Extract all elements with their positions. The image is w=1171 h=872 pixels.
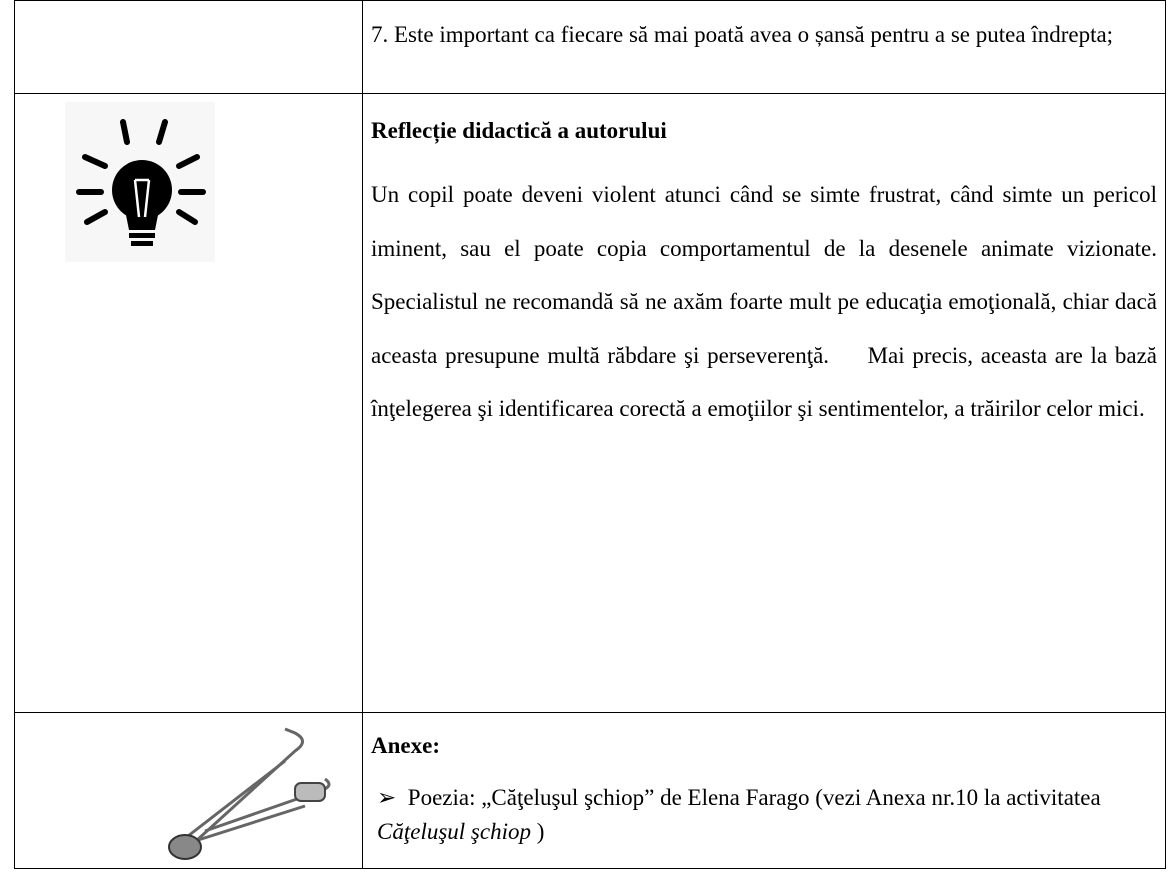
icon-cell [14, 0, 363, 94]
paragraph: 7. Este important ca fiecare să mai poat… [371, 22, 1114, 47]
item-end: ) [530, 819, 545, 844]
document-table: 7. Este important ca fiecare să mai poat… [14, 0, 1166, 869]
icon-cell [14, 712, 363, 869]
text-cell: 7. Este important ca fiecare să mai poat… [362, 0, 1166, 94]
paragraph: Un copil poate deveni violent atunci cân… [371, 182, 1163, 421]
safety-pin-icon [168, 727, 331, 860]
list-item: ➢ Poezia: „Căţeluşul şchiop” de Elena Fa… [371, 781, 1157, 849]
lightbulb-icon [65, 102, 215, 262]
item-italic: Căţeluşul şchiop [377, 819, 531, 844]
icon-cell [14, 93, 363, 713]
row: Reflecție didactică a autorului Un copil… [14, 93, 1166, 713]
item-text: Poezia: „Căţeluşul şchiop” de Elena Fara… [407, 785, 1101, 810]
heading: Anexe: [371, 733, 440, 758]
heading: Reflecție didactică a autorului [371, 118, 667, 143]
text-cell: Anexe: ➢ Poezia: „Căţeluşul şchiop” de E… [362, 712, 1166, 869]
bullet: ➢ [377, 785, 397, 810]
row: 7. Este important ca fiecare să mai poat… [14, 0, 1166, 94]
text-cell: Reflecție didactică a autorului Un copil… [362, 93, 1166, 713]
row: Anexe: ➢ Poezia: „Căţeluşul şchiop” de E… [14, 712, 1166, 869]
